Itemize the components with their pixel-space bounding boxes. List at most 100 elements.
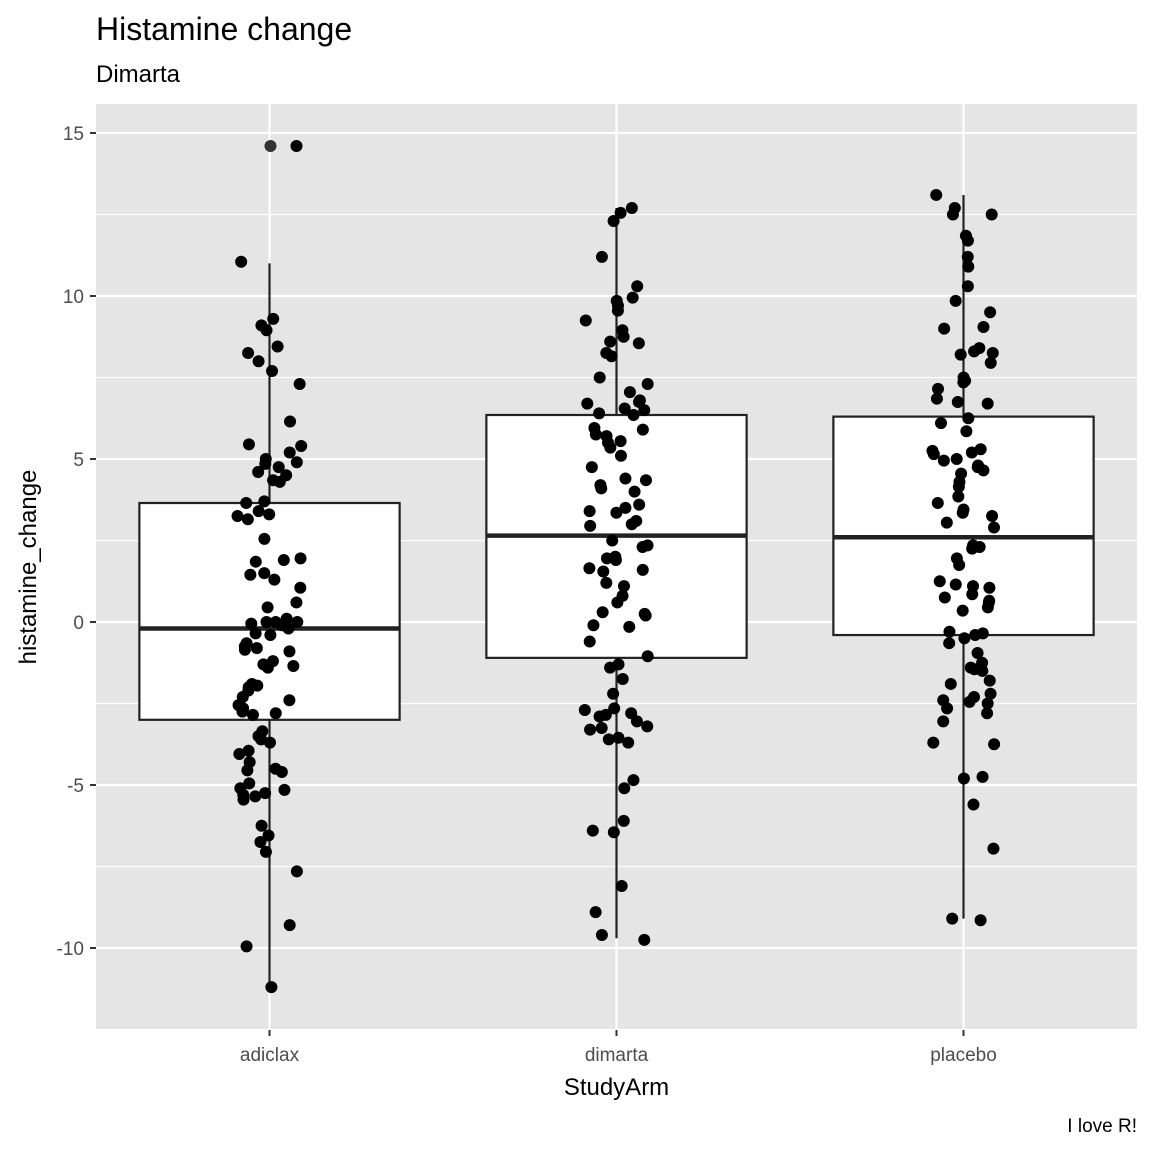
data-point — [579, 314, 592, 327]
data-point — [614, 435, 627, 448]
data-point — [250, 642, 263, 655]
data-point — [271, 340, 284, 353]
data-point — [983, 674, 996, 687]
data-point — [618, 782, 631, 795]
data-point — [237, 793, 250, 806]
data-point — [283, 446, 296, 459]
data-point — [596, 606, 609, 619]
data-point — [951, 395, 964, 408]
data-point — [927, 736, 940, 749]
data-point — [986, 347, 999, 360]
data-point — [949, 578, 962, 591]
data-point — [294, 581, 307, 594]
data-point — [593, 407, 606, 420]
data-point — [952, 480, 965, 493]
data-point — [290, 865, 303, 878]
data-point — [983, 581, 996, 594]
data-point — [941, 702, 954, 715]
data-point — [604, 441, 617, 454]
data-point — [249, 627, 262, 640]
data-point — [976, 664, 989, 677]
data-point — [985, 208, 998, 221]
data-point — [609, 554, 622, 567]
data-point — [937, 715, 950, 728]
y-axis-title: histamine_change — [15, 470, 42, 665]
y-axis: -10 -5 0 5 10 15 — [57, 124, 96, 960]
data-point — [633, 498, 646, 511]
data-point — [283, 694, 296, 707]
data-point — [266, 364, 279, 377]
data-point — [938, 322, 951, 335]
data-point — [966, 542, 979, 555]
data-point — [255, 819, 268, 832]
data-point — [258, 532, 271, 545]
data-point — [231, 510, 244, 523]
data-point — [626, 291, 639, 304]
data-point — [946, 208, 959, 221]
data-point — [283, 919, 296, 932]
data-point — [976, 770, 989, 783]
data-point — [638, 933, 651, 946]
data-point — [958, 632, 971, 645]
outlier-point — [264, 140, 277, 153]
data-point — [264, 629, 277, 642]
data-point — [956, 506, 969, 519]
data-point — [249, 790, 262, 803]
data-point — [988, 521, 1001, 534]
data-point — [967, 798, 980, 811]
data-point — [272, 461, 285, 474]
data-point — [605, 350, 618, 363]
data-point — [246, 708, 259, 721]
data-point — [258, 495, 271, 508]
data-point — [277, 554, 290, 567]
data-point — [627, 408, 640, 421]
data-point — [988, 738, 1001, 751]
data-point — [956, 604, 969, 617]
data-point — [593, 371, 606, 384]
data-point — [957, 376, 970, 389]
data-point — [252, 466, 265, 479]
data-point — [636, 563, 649, 576]
data-point — [242, 744, 255, 757]
data-point — [981, 707, 994, 720]
chart-caption: I love R! — [1067, 1116, 1137, 1137]
data-point — [593, 710, 606, 723]
data-point — [261, 601, 274, 614]
data-point — [294, 552, 307, 565]
data-point — [641, 720, 654, 733]
data-point — [614, 206, 627, 219]
data-point — [622, 736, 635, 749]
y-tick-label: -10 — [57, 939, 84, 960]
data-point — [984, 356, 997, 369]
data-point — [263, 508, 276, 521]
data-point — [583, 562, 596, 575]
data-point — [966, 588, 979, 601]
data-point — [961, 234, 974, 247]
data-point — [981, 397, 994, 410]
data-point — [932, 382, 945, 395]
data-point — [282, 622, 295, 635]
data-point — [595, 482, 608, 495]
data-point — [963, 695, 976, 708]
data-point — [969, 629, 982, 642]
data-point — [619, 472, 632, 485]
data-point — [249, 555, 262, 568]
data-point — [259, 787, 272, 800]
data-point — [608, 702, 621, 715]
data-point — [287, 660, 300, 673]
data-point — [604, 661, 617, 674]
data-point — [968, 345, 981, 358]
data-point — [291, 616, 304, 628]
data-point — [625, 201, 638, 214]
data-point — [631, 280, 644, 293]
data-point — [611, 304, 624, 317]
data-point — [267, 312, 280, 325]
data-point — [238, 643, 251, 656]
data-point — [607, 826, 620, 839]
data-point — [290, 456, 303, 469]
data-point — [984, 306, 997, 319]
data-point — [245, 617, 258, 630]
data-point — [986, 510, 999, 523]
x-tick-label: adiclax — [240, 1045, 300, 1066]
data-point — [953, 558, 966, 571]
